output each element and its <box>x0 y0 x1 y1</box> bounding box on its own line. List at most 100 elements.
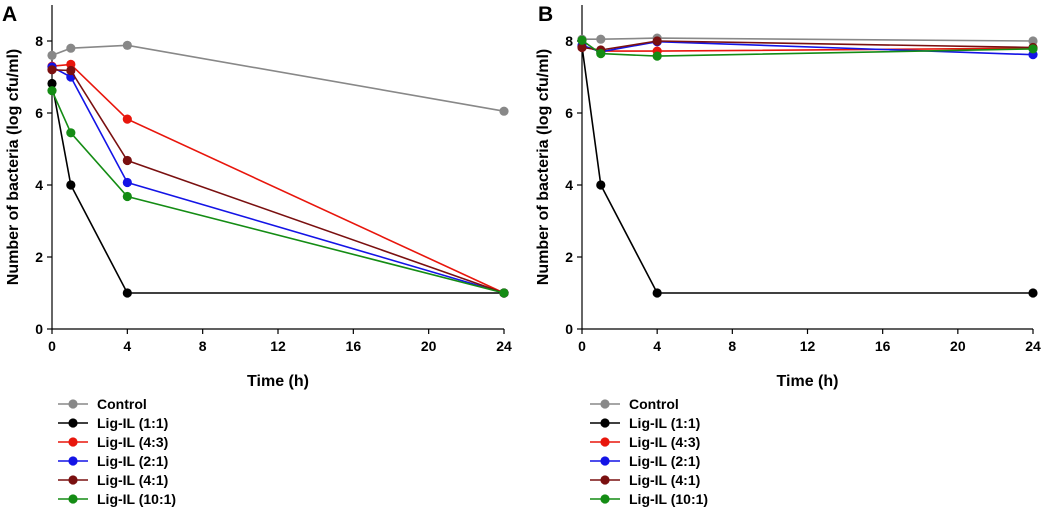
panel-b-x-tick-label: 20 <box>950 338 966 354</box>
panel-b-legend: Control Lig-IL (1:1) Lig-IL (4:3) Lig-IL (2… <box>590 396 708 507</box>
panel-b-y-tick-label: 2 <box>565 249 573 265</box>
panel-a-x-tick-label: 24 <box>496 338 512 354</box>
panel-a-series-line <box>51 90 505 294</box>
panel-a-x-tick-label: 20 <box>421 338 437 354</box>
panel-b-data-point <box>596 34 606 44</box>
panel-a-legend-item: Lig-IL (4:1) <box>58 472 168 488</box>
panel-a-data-point <box>66 65 76 76</box>
panel-a-legend: Control Lig-IL (1:1) Lig-IL (4:3) Lig-IL (2… <box>58 396 176 507</box>
panel-b-legend-label: Lig-IL (1:1) <box>629 415 700 431</box>
panel-b-x-tick-label: 16 <box>875 338 891 354</box>
panel-b-x-tick-label: 24 <box>1025 338 1041 354</box>
panel-b-data-point <box>1028 36 1038 46</box>
panel-a-y-tick-label: 0 <box>35 321 43 337</box>
panel-a-x-tick-label: 16 <box>346 338 362 354</box>
panel-a-series-line <box>51 66 505 294</box>
panel-b-legend-marker <box>600 494 610 504</box>
panel-b-legend-marker <box>600 475 610 485</box>
panel-a-y-tick-label: 4 <box>35 177 43 193</box>
panel-b-legend-item: Lig-IL (10:1) <box>590 491 708 507</box>
panel-b-x-tick-label: 4 <box>653 338 661 354</box>
panel-a-data-point <box>47 50 57 61</box>
panel-a-y-axis-label: Number of bacteria (log cfu/ml) <box>5 49 22 285</box>
panel-a-legend-item: Lig-IL (4:3) <box>58 434 168 450</box>
panel-a-data-point <box>47 86 57 96</box>
panel-a-series-0 <box>47 40 509 116</box>
panel-a-x-axis-label: Time (h) <box>247 373 309 390</box>
panel-a-data-point <box>122 191 132 202</box>
panel-a-series-2 <box>47 59 509 298</box>
panel-a-x-tick-label: 12 <box>270 338 286 354</box>
panel-a-series-line <box>51 83 504 294</box>
panel-a-series-line <box>51 69 505 294</box>
panel-b-legend-label: Lig-IL (10:1) <box>629 491 708 507</box>
panel-b-legend-item: Lig-IL (2:1) <box>590 453 700 469</box>
panel-a-data-point <box>66 43 76 53</box>
panel-a-y-tick-label: 8 <box>35 33 43 49</box>
panel-b-data-point <box>652 36 662 46</box>
panel-a-legend-marker <box>68 475 78 485</box>
panel-b-y-axis-label: Number of bacteria (log cfu/ml) <box>535 49 552 285</box>
panel-a-legend-marker <box>68 418 78 428</box>
panel-b-series-line <box>581 40 1034 51</box>
panel-a-data-point <box>499 106 509 116</box>
panel-b-legend-marker <box>600 456 610 466</box>
panel-a-x-tick-label: 4 <box>123 338 131 354</box>
panel-a-legend-item: Lig-IL (2:1) <box>58 453 168 469</box>
panel-a-x-tick-label: 8 <box>199 338 207 354</box>
panel-a-legend-label: Lig-IL (4:3) <box>97 434 168 450</box>
panel-a-legend-marker <box>68 494 78 504</box>
panel-a-data-point <box>499 288 509 298</box>
panel-b-legend-marker <box>600 418 610 428</box>
panel-b-series-5 <box>577 35 1038 61</box>
panel-a-legend-marker <box>68 456 78 466</box>
panel-b-legend-item: Lig-IL (4:3) <box>590 434 700 450</box>
panel-b-legend-item: Control <box>590 396 679 412</box>
panel-b-x-tick-label: 0 <box>578 338 586 354</box>
panel-b-y-tick-label: 8 <box>565 33 573 49</box>
panel-a-data-point <box>122 40 132 50</box>
panel-a-x-tick-label: 0 <box>48 338 56 354</box>
panel-b-series-line <box>581 46 1033 294</box>
panel-a-data-point <box>47 78 57 89</box>
panel-b-data-point <box>596 180 606 190</box>
panel-a-data-point <box>66 180 76 190</box>
panel-b-data-point <box>596 49 606 59</box>
panel-b-series-line <box>582 37 1034 42</box>
panel-a-legend-item: Lig-IL (1:1) <box>58 415 168 431</box>
panel-a-legend-label: Lig-IL (10:1) <box>97 491 176 507</box>
panel-b-legend-marker <box>600 399 610 409</box>
panel-a-legend-label: Control <box>97 396 147 412</box>
panel-a-legend-marker <box>68 437 78 447</box>
panel-b-series-1 <box>577 41 1038 298</box>
panel-b-legend-marker <box>600 437 610 447</box>
panel-a-legend-marker <box>68 399 78 409</box>
panel-a-data-point <box>122 155 132 166</box>
panel-b-data-point <box>652 288 662 298</box>
panel-b-y-tick-label: 6 <box>565 105 573 121</box>
panel-a-data-point <box>66 128 76 138</box>
panel-b-x-axis-label: Time (h) <box>777 373 839 390</box>
panel-b-legend-label: Lig-IL (2:1) <box>629 453 700 469</box>
panel-a-y-tick-label: 6 <box>35 105 43 121</box>
panel-b-data-point <box>652 51 662 61</box>
panel-b-legend-label: Lig-IL (4:1) <box>629 472 700 488</box>
panel-a-legend-label: Lig-IL (2:1) <box>97 453 168 469</box>
panel-b-y-tick-label: 4 <box>565 177 573 193</box>
panel-a-legend-label: Lig-IL (4:1) <box>97 472 168 488</box>
panel-a-legend-item: Control <box>58 396 147 412</box>
panel-b-letter: B <box>538 3 553 26</box>
panel-a-data-point <box>122 288 132 298</box>
panel-a-legend-label: Lig-IL (1:1) <box>97 415 168 431</box>
panel-a-y-tick-label: 2 <box>35 249 43 265</box>
panel-a-series-line <box>51 63 505 294</box>
panel-b-y-tick-label: 0 <box>565 321 573 337</box>
panel-a-series-line <box>51 44 505 112</box>
panel-b-legend-item: Lig-IL (1:1) <box>590 415 700 431</box>
panel-b-x-tick-label: 8 <box>728 338 736 354</box>
panel-b-legend-item: Lig-IL (4:1) <box>590 472 700 488</box>
panel-a-series-4 <box>47 65 509 298</box>
panel-b-series-line <box>581 39 1034 57</box>
